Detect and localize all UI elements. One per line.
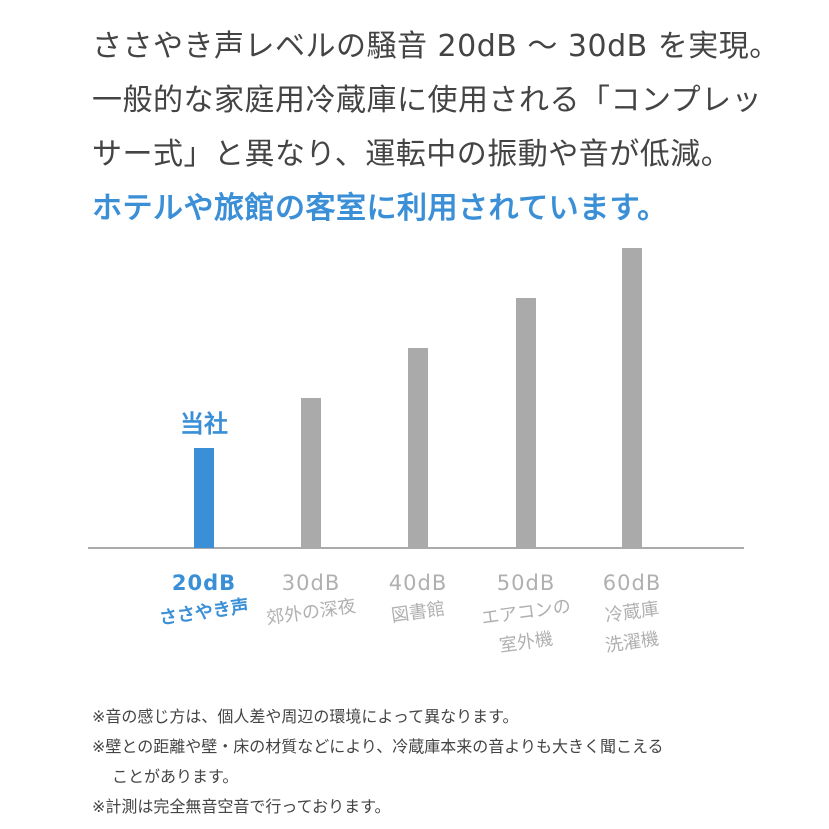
footnote-2: ※壁との距離や壁・床の材質などにより、冷蔵庫本来の音よりも大きく聞こえる <box>92 737 664 756</box>
description-label-50dB-2: 室外機 <box>498 628 554 656</box>
bar-50dB <box>516 298 536 548</box>
category-label-40dB: 40dB <box>389 571 447 595</box>
intro-highlight: ホテルや旅館の客室に利用されています。 <box>92 191 668 226</box>
description-label-60dB-1: 冷蔵庫 <box>604 598 660 626</box>
category-label-60dB: 60dB <box>603 571 661 595</box>
category-label-50dB: 50dB <box>497 571 555 595</box>
intro-line-1: ささやき声レベルの騒音 20dB 〜 30dB を実現。 <box>92 29 780 64</box>
bar-60dB <box>622 248 642 548</box>
bar-40dB <box>408 348 428 548</box>
footnote-1: ※音の感じ方は、個人差や周辺の環境によって異なります。 <box>92 707 519 726</box>
description-label-60dB-2: 洗濯機 <box>604 628 660 656</box>
footnotes: ※音の感じ方は、個人差や周辺の環境によって異なります。 ※壁との距離や壁・床の材… <box>92 702 812 822</box>
intro-text: ささやき声レベルの騒音 20dB 〜 30dB を実現。 一般的な家庭用冷蔵庫に… <box>92 20 792 236</box>
description-label-50dB-1: エアコンの <box>480 596 572 629</box>
category-label-30dB: 30dB <box>282 571 340 595</box>
intro-line-3: サー式」と異なり、運転中の振動や音が低減。 <box>92 137 732 172</box>
footnote-2-continued: ことがあります。 <box>112 767 239 786</box>
category-label-20dB: 20dB <box>172 571 236 595</box>
description-label-20dB-1: ささやき声 <box>158 595 250 629</box>
bar-30dB <box>301 398 321 548</box>
description-label-30dB-1: 郊外の深夜 <box>265 596 357 629</box>
bar-20dB <box>194 448 214 548</box>
bar-annotation-company: 当社 <box>180 410 228 438</box>
footnote-3: ※計測は完全無音空音で行っております。 <box>92 797 391 816</box>
description-label-40dB-1: 図書館 <box>390 598 446 626</box>
intro-line-2: 一般的な家庭用冷蔵庫に使用される「コンプレッ <box>92 83 763 118</box>
